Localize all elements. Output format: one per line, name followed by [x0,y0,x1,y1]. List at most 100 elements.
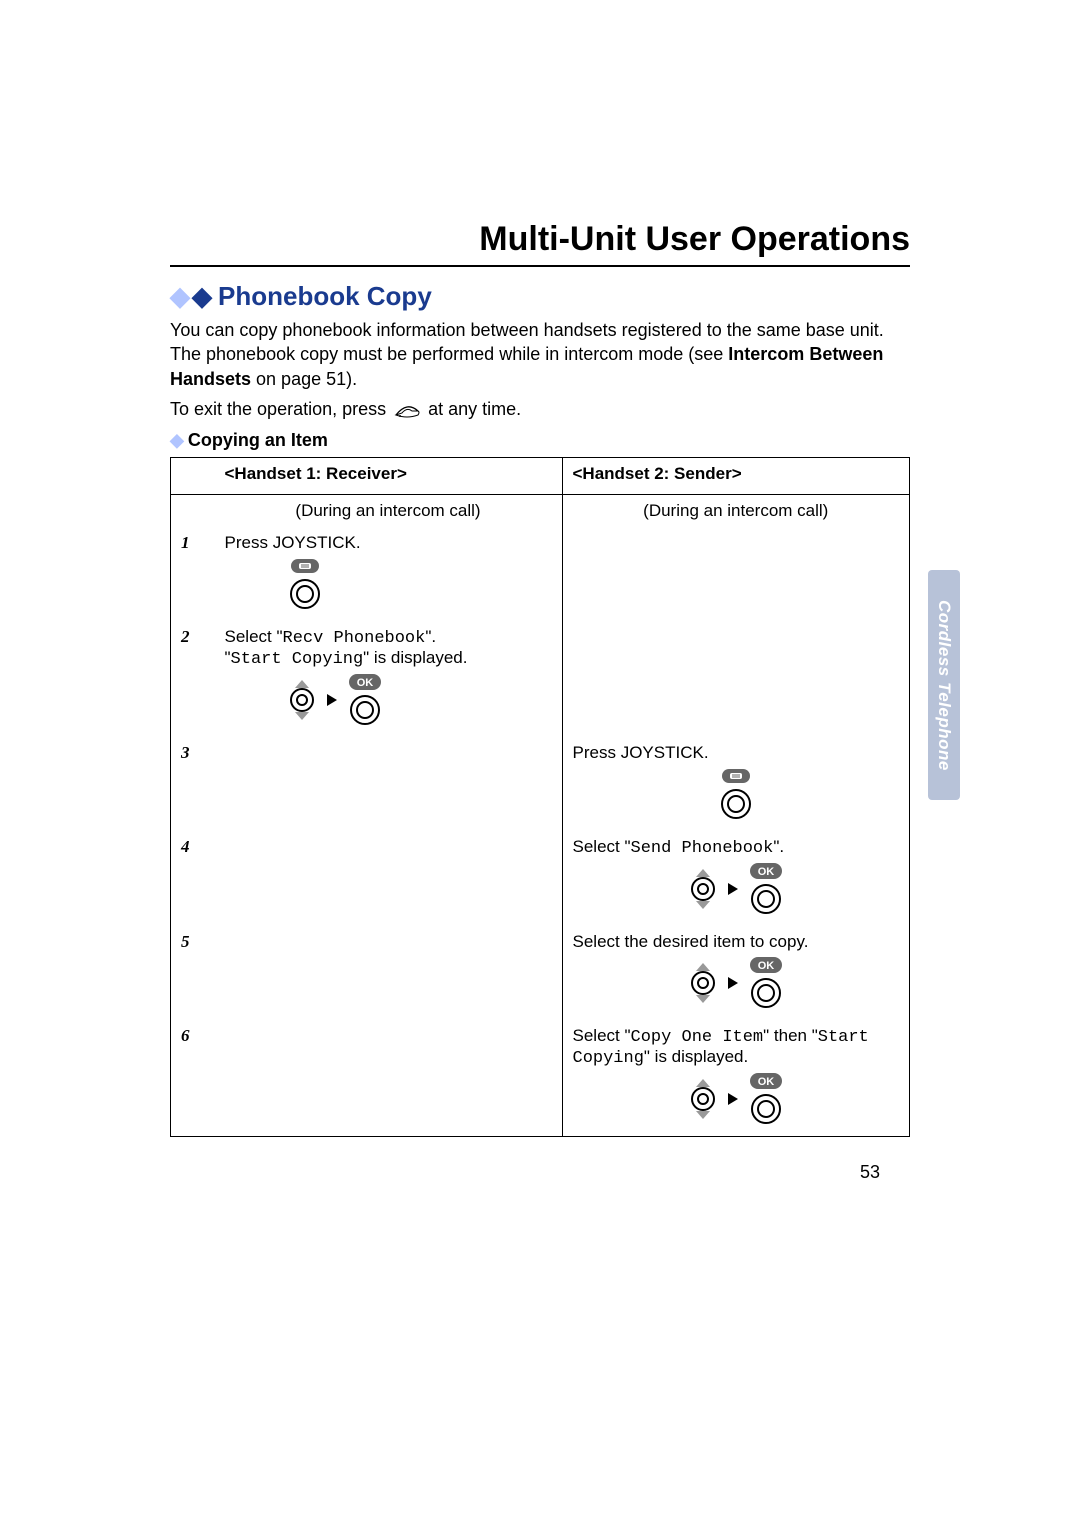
text: Select " [225,627,283,646]
table-row: 6 Select "Copy One Item" then "Start Cop… [171,1020,910,1137]
nav-ok-icon-group: OK [573,1072,900,1126]
text: " is displayed. [644,1047,748,1066]
diamond-icon: ◆ [192,281,212,311]
step5-receiver [215,926,563,1020]
table-row: 1 Press JOYSTICK. [171,527,910,621]
joystick-updown-icon [686,867,720,911]
sub-heading: ◆Copying an Item [170,430,910,451]
hangup-icon [392,399,422,419]
text: " is displayed. [363,648,467,667]
text: . [356,533,361,552]
svg-text:OK: OK [758,960,775,972]
title-rule [170,265,910,267]
exit-text-pre: To exit the operation, press [170,399,386,420]
text: Select " [573,837,631,856]
intro-text-2: on page 51). [251,369,357,389]
arrow-right-icon [728,977,738,989]
table-row: 2 Select "Recv Phonebook". "Start Copyin… [171,621,910,737]
table-header-row: <Handset 1: Receiver> <Handset 2: Sender… [171,457,910,494]
menu-button-icon [716,767,756,785]
ok-button-icon: OK [746,956,786,974]
side-tab: Cordless Telephone [928,570,960,800]
joystick-updown-icon [686,961,720,1005]
step2-sender [562,621,910,737]
joystick-ring-icon [749,1092,783,1126]
header-receiver: <Handset 1: Receiver> [215,457,563,494]
text: . [704,743,709,762]
nav-ok-icon-group: OK [573,862,900,916]
subheader-row: (During an intercom call) (During an int… [171,494,910,527]
step-number: 6 [171,1020,215,1137]
steps-table: <Handset 1: Receiver> <Handset 2: Sender… [170,457,910,1137]
diamond-icon: ◆ [170,281,190,311]
step4-receiver [215,831,563,926]
step-number: 4 [171,831,215,926]
text: Press [225,533,273,552]
menu-option: Copy One Item [631,1028,764,1047]
intro-paragraph: You can copy phonebook information betwe… [170,318,910,391]
step-number: 5 [171,926,215,1020]
text: " then " [763,1026,818,1045]
joystick-updown-icon [285,678,319,722]
during-call-left: (During an intercom call) [215,494,563,527]
sub-heading-text: Copying an Item [188,430,328,450]
subhead-empty [171,494,215,527]
svg-text:OK: OK [758,866,775,878]
svg-text:OK: OK [356,677,373,689]
section-title: ◆◆Phonebook Copy [170,281,910,312]
diamond-icon: ◆ [170,430,184,450]
joystick-updown-icon [686,1077,720,1121]
exit-text-post: at any time. [428,399,521,420]
step3-sender: Press JOYSTICK. [562,737,910,831]
table-row: 5 Select the desired item to copy. OK [171,926,910,1020]
step-number: 1 [171,527,215,621]
page-root: Multi-Unit User Operations ◆◆Phonebook C… [0,0,1080,1528]
joystick-label: JOYSTICK [273,533,356,552]
display-text: Start Copying [231,650,364,669]
ok-button-icon: OK [746,862,786,880]
svg-text:OK: OK [758,1076,775,1088]
joystick-ring-icon [749,976,783,1010]
text: Select " [573,1026,631,1045]
nav-ok-icon-group: OK [225,673,552,727]
menu-option: Recv Phonebook [283,629,426,648]
step5-sender: Select the desired item to copy. OK [562,926,910,1020]
menu-option: Send Phonebook [631,839,774,858]
page-number: 53 [860,1162,880,1183]
text: ". [425,627,436,646]
arrow-right-icon [728,883,738,895]
joystick-ring-icon [719,787,753,821]
step6-sender: Select "Copy One Item" then "Start Copyi… [562,1020,910,1137]
table-row: 3 Press JOYSTICK. [171,737,910,831]
joystick-icon-group [573,767,900,821]
nav-ok-icon-group: OK [573,956,900,1010]
text: Press [573,743,621,762]
side-tab-label: Cordless Telephone [934,600,954,771]
step-number: 2 [171,621,215,737]
table-row: 4 Select "Send Phonebook". OK [171,831,910,926]
step4-sender: Select "Send Phonebook". OK [562,831,910,926]
ok-button-icon: OK [345,673,385,691]
during-call-right: (During an intercom call) [562,494,910,527]
step2-receiver: Select "Recv Phonebook". "Start Copying"… [215,621,563,737]
header-sender: <Handset 2: Sender> [562,457,910,494]
joystick-label: JOYSTICK [621,743,704,762]
menu-button-icon [285,557,325,575]
page-title: Multi-Unit User Operations [170,220,910,259]
step6-receiver [215,1020,563,1137]
joystick-ring-icon [288,577,322,611]
arrow-right-icon [728,1093,738,1105]
step-number: 3 [171,737,215,831]
arrow-right-icon [327,694,337,706]
header-empty [171,457,215,494]
step3-receiver [215,737,563,831]
joystick-ring-icon [749,882,783,916]
ok-button-icon: OK [746,1072,786,1090]
text: ". [773,837,784,856]
joystick-icon-group [225,557,552,611]
step1-sender [562,527,910,621]
joystick-ring-icon [348,693,382,727]
text: Select the desired item to copy. [573,932,809,951]
step1-receiver: Press JOYSTICK. [215,527,563,621]
exit-instruction: To exit the operation, press at any time… [170,399,910,420]
